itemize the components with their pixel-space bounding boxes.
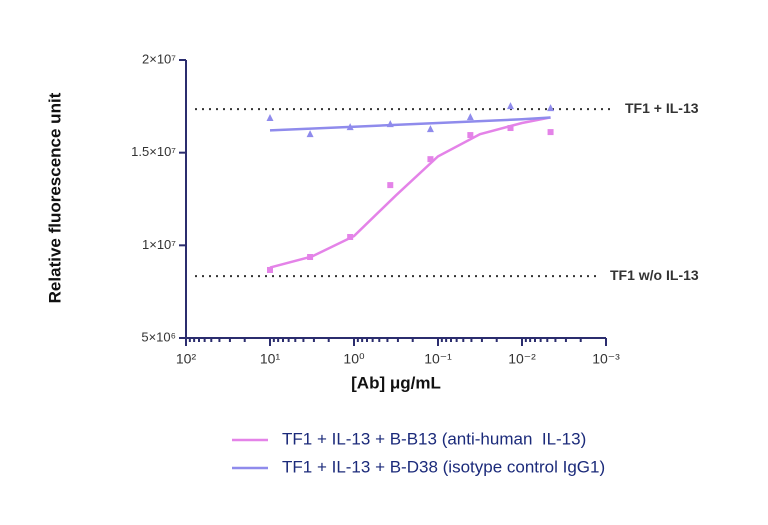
y-axis-title: Relative fluorescence unit	[45, 92, 64, 303]
data-point	[346, 123, 354, 131]
legend-label: TF1 + IL-13 + B-D38 (isotype control IgG…	[282, 457, 605, 476]
data-point	[387, 182, 394, 189]
data-point	[427, 156, 434, 163]
x-tick-label: 10¹	[260, 351, 281, 367]
data-point	[507, 125, 514, 132]
legend-label: TF1 + IL-13 + B-B13 (anti-human IL-13)	[282, 429, 586, 448]
x-tick-label: 10⁻¹	[424, 351, 452, 367]
data-point	[426, 125, 434, 133]
data-point	[347, 233, 354, 240]
data-point	[467, 132, 474, 139]
reference-label: TF1 w/o IL-13	[610, 267, 699, 283]
reference-label: TF1 + IL-13	[625, 100, 699, 116]
x-axis-title: [Ab] μg/mL	[351, 373, 441, 392]
fit-curve	[269, 116, 551, 132]
y-tick-label: 1.5×10⁷	[131, 144, 176, 159]
data-point	[386, 120, 394, 128]
data-point	[507, 102, 515, 110]
fit-curve	[269, 116, 551, 269]
data-point	[466, 113, 474, 121]
data-point	[547, 129, 554, 136]
data-point	[267, 266, 273, 273]
x-tick-label: 10⁰	[343, 351, 365, 367]
x-tick-label: 10⁻³	[592, 351, 620, 367]
data-point	[547, 104, 555, 112]
y-tick-label: 1×10⁷	[142, 237, 176, 252]
y-tick-label: 2×10⁷	[142, 51, 176, 66]
data-point	[266, 114, 274, 122]
data-point	[307, 254, 314, 261]
x-tick-label: 10⁻²	[508, 351, 536, 367]
y-tick-label: 5×10⁶	[141, 329, 176, 344]
data-point	[306, 130, 314, 138]
x-tick-label: 10²	[176, 351, 197, 367]
